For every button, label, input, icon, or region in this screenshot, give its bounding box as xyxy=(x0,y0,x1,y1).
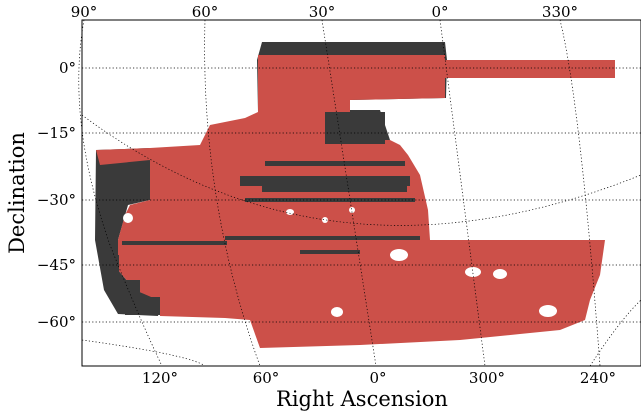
dark-patches xyxy=(105,112,420,315)
bottom-tick-label: 240° xyxy=(580,369,616,387)
top-tick-label: 0° xyxy=(431,3,448,21)
uncovered-holes xyxy=(123,207,557,317)
top-tick-label: 60° xyxy=(192,3,219,21)
grid-lines xyxy=(78,19,641,367)
y-axis-title: Declination xyxy=(5,132,29,254)
y-tick-label: −30° xyxy=(37,191,76,209)
bottom-tick-label: 60° xyxy=(253,369,280,387)
top-tick-label: 330° xyxy=(542,3,578,21)
top-tick-label: 30° xyxy=(309,3,336,21)
bottom-tick-labels: 120° 60° 0° 300° 240° xyxy=(142,369,616,387)
top-tick-labels: 90° 60° 30° 0° 330° xyxy=(71,3,578,21)
bottom-tick-label: 120° xyxy=(142,369,178,387)
y-tick-label: −60° xyxy=(37,313,76,331)
y-tick-label: −45° xyxy=(37,256,76,274)
y-tick-labels: 0° −15° −30° −45° −60° xyxy=(37,59,76,331)
top-tick-label: 90° xyxy=(71,3,98,21)
x-axis-title: Right Ascension xyxy=(276,387,448,411)
bottom-tick-label: 0° xyxy=(369,369,386,387)
bottom-tick-label: 300° xyxy=(469,369,505,387)
survey-footprint xyxy=(95,42,615,348)
y-tick-label: 0° xyxy=(59,59,76,77)
y-tick-label: −15° xyxy=(37,124,76,142)
plot-frame xyxy=(81,19,641,367)
